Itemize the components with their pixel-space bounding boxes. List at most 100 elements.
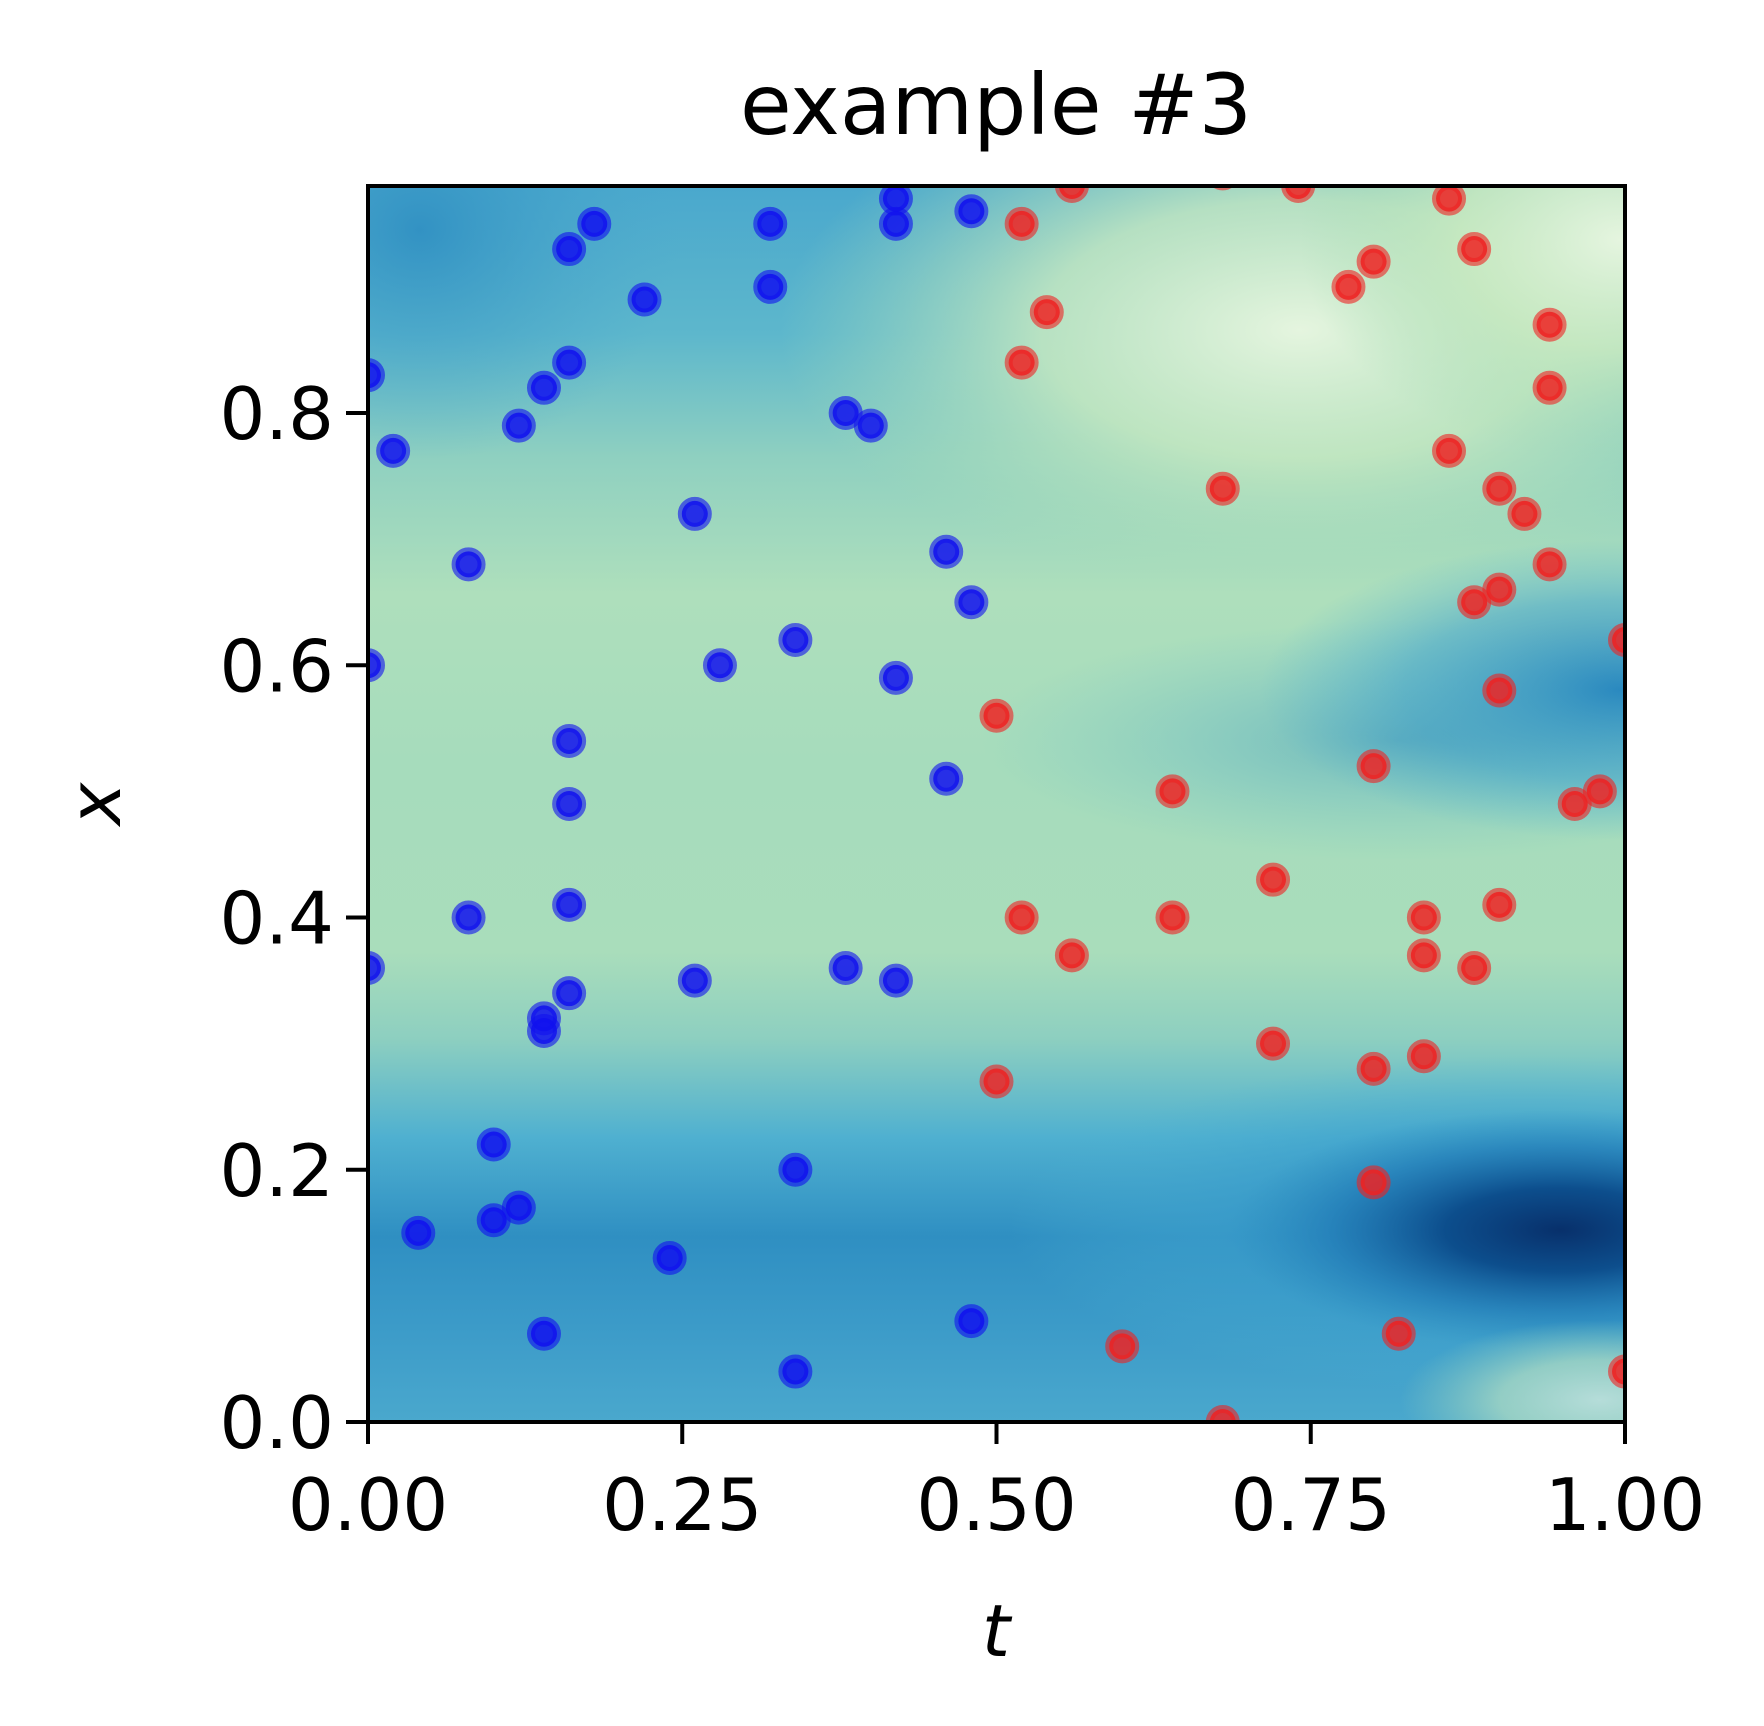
red-point <box>1582 774 1617 809</box>
blue-point <box>954 194 989 229</box>
red-point <box>1205 471 1240 506</box>
blue-point <box>376 433 411 468</box>
blue-point <box>853 408 888 443</box>
blue-point <box>451 547 486 582</box>
blue-point <box>753 269 788 304</box>
blue-point <box>368 648 385 683</box>
chart-title: example #3 <box>740 56 1252 154</box>
red-point <box>1211 186 1235 191</box>
blue-point <box>552 976 587 1011</box>
x-tick-label: 0.75 <box>1231 1463 1391 1547</box>
red-point <box>1105 1329 1140 1364</box>
blue-point <box>577 206 612 241</box>
blue-point <box>526 1014 561 1049</box>
red-point <box>1457 585 1492 620</box>
y-axis: 0.0 0.2 0.4 0.6 0.8 <box>219 372 368 1465</box>
x-tick-label: 0.00 <box>288 1463 448 1547</box>
red-point <box>1406 900 1441 935</box>
blue-point <box>476 1203 511 1238</box>
blue-point <box>828 950 863 985</box>
blue-point <box>677 496 712 531</box>
red-point <box>1155 774 1190 809</box>
blue-point <box>929 534 964 569</box>
red-point <box>979 1064 1014 1099</box>
blue-point <box>368 950 385 985</box>
blue-point <box>552 232 587 267</box>
blue-point <box>778 1152 813 1187</box>
blue-point <box>878 206 913 241</box>
blue-point <box>552 787 587 821</box>
red-point <box>1029 295 1064 330</box>
y-tick-label: 0.8 <box>219 372 334 456</box>
y-tick-label: 0.6 <box>219 624 334 708</box>
blue-point <box>552 887 587 922</box>
red-point <box>1004 345 1039 380</box>
red-point <box>1356 244 1391 279</box>
blue-point <box>627 282 662 317</box>
red-point <box>1482 572 1517 607</box>
red-point <box>1608 623 1625 658</box>
red-point <box>1532 370 1567 405</box>
y-tick-label: 0.4 <box>219 877 334 961</box>
heatmap-background <box>368 186 1625 1422</box>
blue-point <box>828 396 863 431</box>
red-point <box>1532 307 1567 342</box>
red-point <box>1155 900 1190 935</box>
blue-point <box>552 345 587 380</box>
red-point <box>1256 862 1291 897</box>
red-point <box>1004 206 1039 241</box>
blue-point <box>753 206 788 241</box>
series-blue <box>368 186 989 1389</box>
x-tick-label: 0.25 <box>602 1463 762 1547</box>
x-tick-label: 1.00 <box>1545 1463 1705 1547</box>
blue-point <box>878 963 913 998</box>
blue-point <box>778 1354 813 1389</box>
red-point <box>1356 749 1391 784</box>
blue-point <box>677 963 712 998</box>
red-point <box>1281 186 1316 203</box>
blue-point <box>526 370 561 405</box>
red-point <box>1432 186 1467 216</box>
blue-point <box>652 1241 687 1276</box>
blue-point <box>778 623 813 658</box>
red-point <box>1406 938 1441 973</box>
red-point <box>1482 471 1517 506</box>
blue-point <box>954 585 989 620</box>
red-point <box>1406 1039 1441 1074</box>
blue-point <box>401 1215 436 1250</box>
red-point <box>1457 950 1492 985</box>
red-point <box>1457 232 1492 267</box>
blue-point <box>929 761 964 796</box>
x-axis: 0.00 0.25 0.50 0.75 1.00 <box>288 1422 1705 1547</box>
red-point <box>1331 269 1366 304</box>
red-point <box>1557 787 1592 821</box>
blue-point <box>702 648 737 683</box>
y-tick-label: 0.0 <box>219 1381 334 1465</box>
blue-point <box>476 1127 511 1162</box>
red-point <box>1608 1354 1625 1389</box>
x-tick-label: 0.50 <box>916 1463 1076 1547</box>
red-point <box>1256 1026 1291 1061</box>
blue-point <box>368 358 385 393</box>
red-point <box>979 698 1014 733</box>
blue-point <box>526 1316 561 1351</box>
blue-point <box>954 1304 989 1339</box>
series-red <box>979 186 1625 1422</box>
red-point <box>1054 938 1089 973</box>
red-point <box>1004 900 1039 935</box>
red-point <box>1205 1405 1240 1422</box>
blue-point <box>501 408 536 443</box>
red-point <box>1381 1316 1416 1351</box>
x-axis-label: t <box>982 1589 1013 1673</box>
blue-point <box>878 660 913 695</box>
red-point <box>1482 887 1517 922</box>
red-point <box>1432 433 1467 468</box>
red-point <box>1507 496 1542 531</box>
y-tick-label: 0.2 <box>219 1129 334 1213</box>
blue-point <box>552 723 587 758</box>
red-point <box>1532 547 1567 582</box>
y-axis-label: x <box>53 781 137 827</box>
red-point <box>1482 673 1517 708</box>
blue-point <box>451 900 486 935</box>
